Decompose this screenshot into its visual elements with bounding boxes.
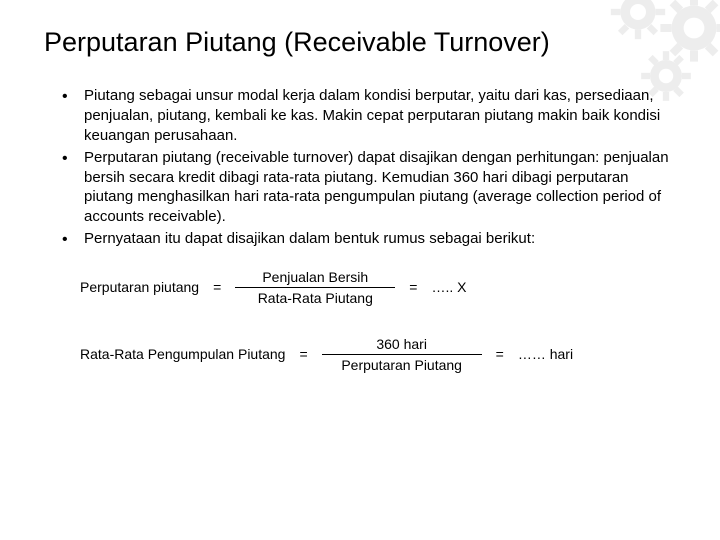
bullet-list: Piutang sebagai unsur modal kerja dalam … <box>44 86 676 248</box>
formula-label: Rata-Rata Pengumpulan Piutang <box>80 346 285 362</box>
fraction: 360 hari Perputaran Piutang <box>322 334 482 375</box>
formula-collection-period: Rata-Rata Pengumpulan Piutang = 360 hari… <box>80 334 676 375</box>
slide-title: Perputaran Piutang (Receivable Turnover) <box>44 26 676 58</box>
denominator: Rata-Rata Piutang <box>248 288 383 308</box>
equals-sign: = <box>299 346 307 362</box>
fraction: Penjualan Bersih Rata-Rata Piutang <box>235 267 395 308</box>
slide-container: Perputaran Piutang (Receivable Turnover)… <box>0 0 720 540</box>
denominator: Perputaran Piutang <box>331 355 472 375</box>
formula-turnover: Perputaran piutang = Penjualan Bersih Ra… <box>80 267 676 308</box>
numerator: Penjualan Bersih <box>252 267 378 287</box>
formula-result: …… hari <box>518 346 573 362</box>
equals-sign: = <box>496 346 504 362</box>
bullet-item: Piutang sebagai unsur modal kerja dalam … <box>62 86 676 145</box>
formula-result: ….. X <box>431 279 466 295</box>
bullet-item: Pernyataan itu dapat disajikan dalam ben… <box>62 229 676 249</box>
bullet-item: Perputaran piutang (receivable turnover)… <box>62 148 676 227</box>
formula-label: Perputaran piutang <box>80 279 199 295</box>
equals-sign: = <box>409 279 417 295</box>
numerator: 360 hari <box>366 334 437 354</box>
equals-sign: = <box>213 279 221 295</box>
